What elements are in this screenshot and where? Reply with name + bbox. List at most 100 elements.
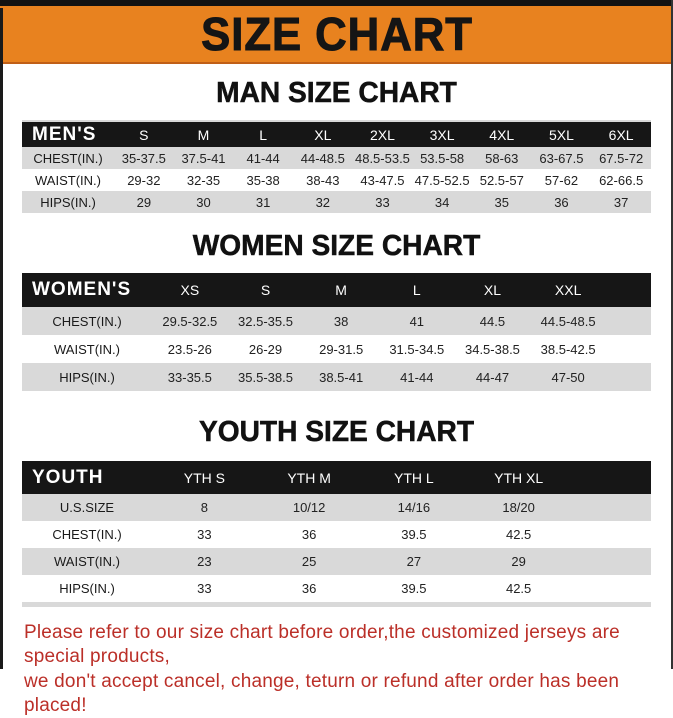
row-label: U.S.SIZE — [59, 500, 115, 515]
cell-value: 67.5-72 — [599, 150, 644, 166]
cell-value: 8 — [200, 500, 208, 515]
cell-value: 29 — [136, 194, 152, 210]
cell-value: 52.5-57 — [479, 172, 524, 188]
column-header: M — [197, 126, 210, 143]
cell-value: 38 — [333, 313, 349, 329]
filler-cell — [571, 548, 651, 575]
table-row: CHEST(IN.) 29.5-32.5 32.5-35.5 38 41 44.5 44.5… — [22, 307, 651, 335]
cell-value: 38.5-41 — [319, 369, 364, 385]
cell-value: 32-35 — [186, 172, 221, 188]
cell-value: 10/12 — [292, 500, 326, 515]
men-section-heading: MAN SIZE CHART — [216, 77, 457, 110]
cell-value: 62-66.5 — [599, 172, 644, 188]
cell-value: 63-67.5 — [539, 150, 584, 166]
column-header: 3XL — [429, 126, 455, 143]
row-label: CHEST(IN.) — [52, 527, 122, 542]
women-size-table: WOMEN'S XS S M L XL XXL CHEST(IN.) 29.5-32.5 32.5… — [22, 273, 651, 391]
top-black-bar — [0, 0, 673, 6]
filler-cell — [606, 363, 651, 391]
table-row: HIPS(IN.) 33-35.5 35.5-38.5 38.5-41 41-44 44-… — [22, 363, 651, 391]
column-header: M — [335, 282, 347, 298]
cell-value: 29.5-32.5 — [162, 313, 218, 329]
cell-value: 42.5 — [505, 527, 532, 542]
table-corner-label: WOMEN'S — [32, 279, 132, 300]
filler-column — [606, 273, 651, 307]
column-header: S — [260, 282, 271, 298]
cell-value: 39.5 — [401, 527, 427, 542]
disclaimer-line-1: Please refer to our size chart before or… — [24, 622, 620, 668]
cell-value: 47-50 — [551, 369, 585, 385]
table-row: WAIST(IN.) 23 25 27 29 — [22, 548, 651, 575]
size-table-header-row: WOMEN'S XS S M L XL XXL — [22, 273, 651, 307]
row-label: CHEST(IN.) — [33, 150, 103, 166]
youth-table-bottom-bar — [22, 602, 651, 607]
cell-value: 39.5 — [401, 581, 427, 596]
cell-value: 38.5-42.5 — [540, 341, 596, 357]
cell-value: 23 — [197, 554, 212, 569]
column-header: YTH XL — [494, 469, 544, 486]
cell-value: 36 — [301, 581, 317, 596]
order-disclaimer: Please refer to our size chart before or… — [0, 621, 673, 718]
table-row: CHEST(IN.) 33 36 39.5 42.5 — [22, 521, 651, 548]
cell-value: 23.5-26 — [167, 341, 212, 357]
column-header: XXL — [554, 282, 582, 298]
cell-value: 26-29 — [248, 341, 283, 357]
filler-cell — [571, 521, 651, 548]
size-table-header-row: MEN'S S M L XL 2XL 3XL 4XL 5XL 6XL — [22, 121, 651, 147]
cell-value: 41 — [409, 313, 425, 329]
cell-value: 42.5 — [505, 581, 532, 596]
filler-cell — [606, 307, 651, 335]
youth-section-heading: YOUTH SIZE CHART — [198, 416, 475, 449]
size-chart-banner: SIZE CHART — [0, 6, 673, 64]
column-header: YTH M — [287, 469, 331, 486]
cell-value: 36 — [554, 194, 569, 210]
row-label: WAIST(IN.) — [54, 554, 120, 569]
cell-value: 25 — [301, 554, 317, 569]
page-title: SIZE CHART — [200, 8, 473, 61]
column-header: 2XL — [369, 126, 395, 143]
section-youth: YOUTH SIZE CHART YOUTH YTH S YTH M YTH L YTH… — [0, 415, 673, 607]
cell-value: 27 — [406, 554, 422, 569]
table-corner-label: MEN'S — [32, 123, 97, 145]
cell-value: 44-48.5 — [300, 150, 345, 166]
column-header: XL — [483, 282, 502, 298]
cell-value: 29-32 — [127, 172, 161, 188]
column-header: XL — [314, 126, 332, 143]
cell-value: 18/20 — [502, 500, 535, 515]
cell-value: 41-44 — [400, 369, 434, 385]
cell-value: 33 — [375, 194, 390, 210]
cell-value: 31 — [255, 194, 271, 210]
cell-value: 41-44 — [246, 150, 280, 166]
cell-value: 29 — [511, 554, 526, 569]
men-size-table: MEN'S S M L XL 2XL 3XL 4XL 5XL 6XL CHEST(IN.) 35-37… — [22, 120, 651, 213]
cell-value: 32.5-35.5 — [238, 313, 293, 329]
column-header: L — [259, 126, 268, 143]
section-men: MAN SIZE CHART MEN'S S M L XL 2XL 3XL 4XL 5XL 6XL… — [0, 76, 673, 213]
cell-value: 35.5-38.5 — [238, 369, 293, 385]
cell-value: 35-37.5 — [121, 150, 166, 166]
cell-value: 14/16 — [397, 500, 431, 515]
table-row: HIPS(IN.) 29 30 31 32 33 34 35 36 37 — [22, 191, 651, 213]
cell-value: 36 — [301, 527, 317, 542]
table-row: WAIST(IN.) 29-32 32-35 35-38 38-43 43-47.5 47.… — [22, 169, 651, 191]
row-label: WAIST(IN.) — [35, 172, 101, 188]
left-edge-border — [0, 8, 3, 669]
filler-cell — [571, 494, 651, 521]
cell-value: 31.5-34.5 — [389, 341, 445, 357]
cell-value: 44.5-48.5 — [540, 313, 596, 329]
column-header: 4XL — [489, 126, 515, 143]
cell-value: 47.5-52.5 — [414, 172, 470, 188]
column-header: L — [412, 282, 421, 298]
cell-value: 29-31.5 — [319, 341, 364, 357]
column-header: S — [139, 126, 149, 143]
table-row: HIPS(IN.) 33 36 39.5 42.5 — [22, 575, 651, 602]
cell-value: 48.5-53.5 — [354, 150, 410, 166]
column-header: YTH L — [394, 469, 434, 486]
row-label: HIPS(IN.) — [59, 581, 115, 596]
cell-value: 43-47.5 — [360, 172, 405, 188]
column-header: XS — [180, 282, 200, 298]
size-table-header-row: YOUTH YTH S YTH M YTH L YTH XL — [22, 461, 651, 494]
table-row: U.S.SIZE 8 10/12 14/16 18/20 — [22, 494, 651, 521]
cell-value: 57-62 — [544, 172, 579, 188]
row-label: CHEST(IN.) — [52, 313, 122, 329]
